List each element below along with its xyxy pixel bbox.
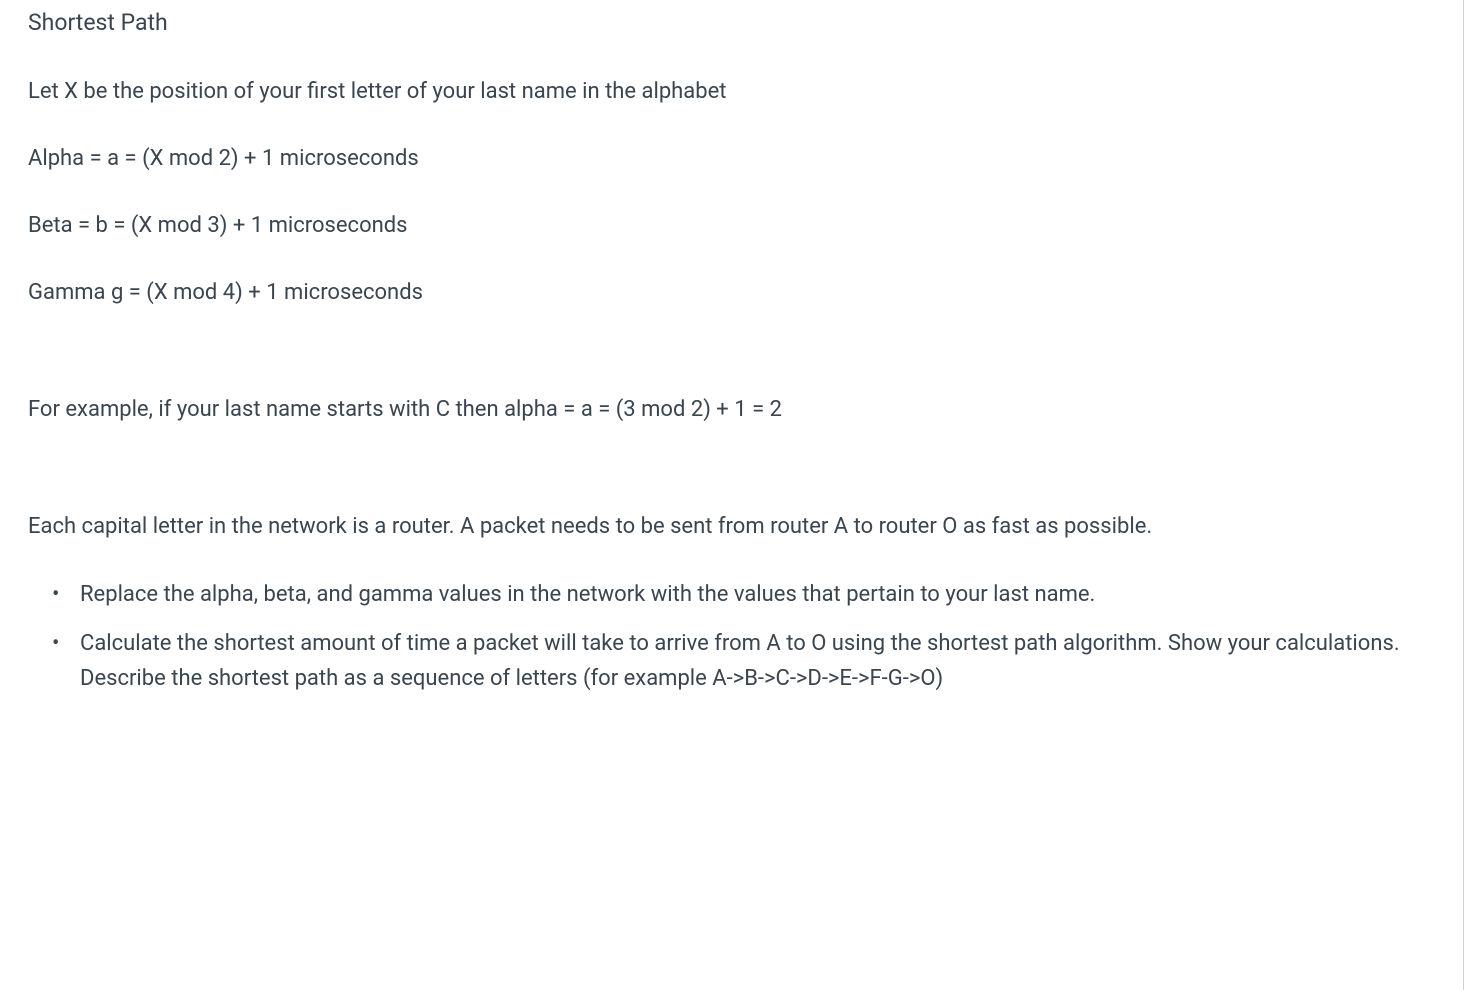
- intro-text: Let X be the position of your first lett…: [28, 75, 1435, 108]
- formula-beta: Beta = b = (X mod 3) + 1 microseconds: [28, 209, 1435, 242]
- description-text: Each capital letter in the network is a …: [28, 510, 1435, 543]
- list-item: Replace the alpha, beta, and gamma value…: [80, 577, 1435, 612]
- formula-alpha: Alpha = a = (X mod 2) + 1 microseconds: [28, 142, 1435, 175]
- document-container: Shortest Path Let X be the position of y…: [0, 0, 1464, 990]
- page-title: Shortest Path: [28, 6, 1435, 41]
- formula-gamma: Gamma g = (X mod 4) + 1 microseconds: [28, 276, 1435, 309]
- bullet-list: Replace the alpha, beta, and gamma value…: [28, 577, 1435, 697]
- list-item: Calculate the shortest amount of time a …: [80, 626, 1435, 696]
- example-text: For example, if your last name starts wi…: [28, 393, 1435, 426]
